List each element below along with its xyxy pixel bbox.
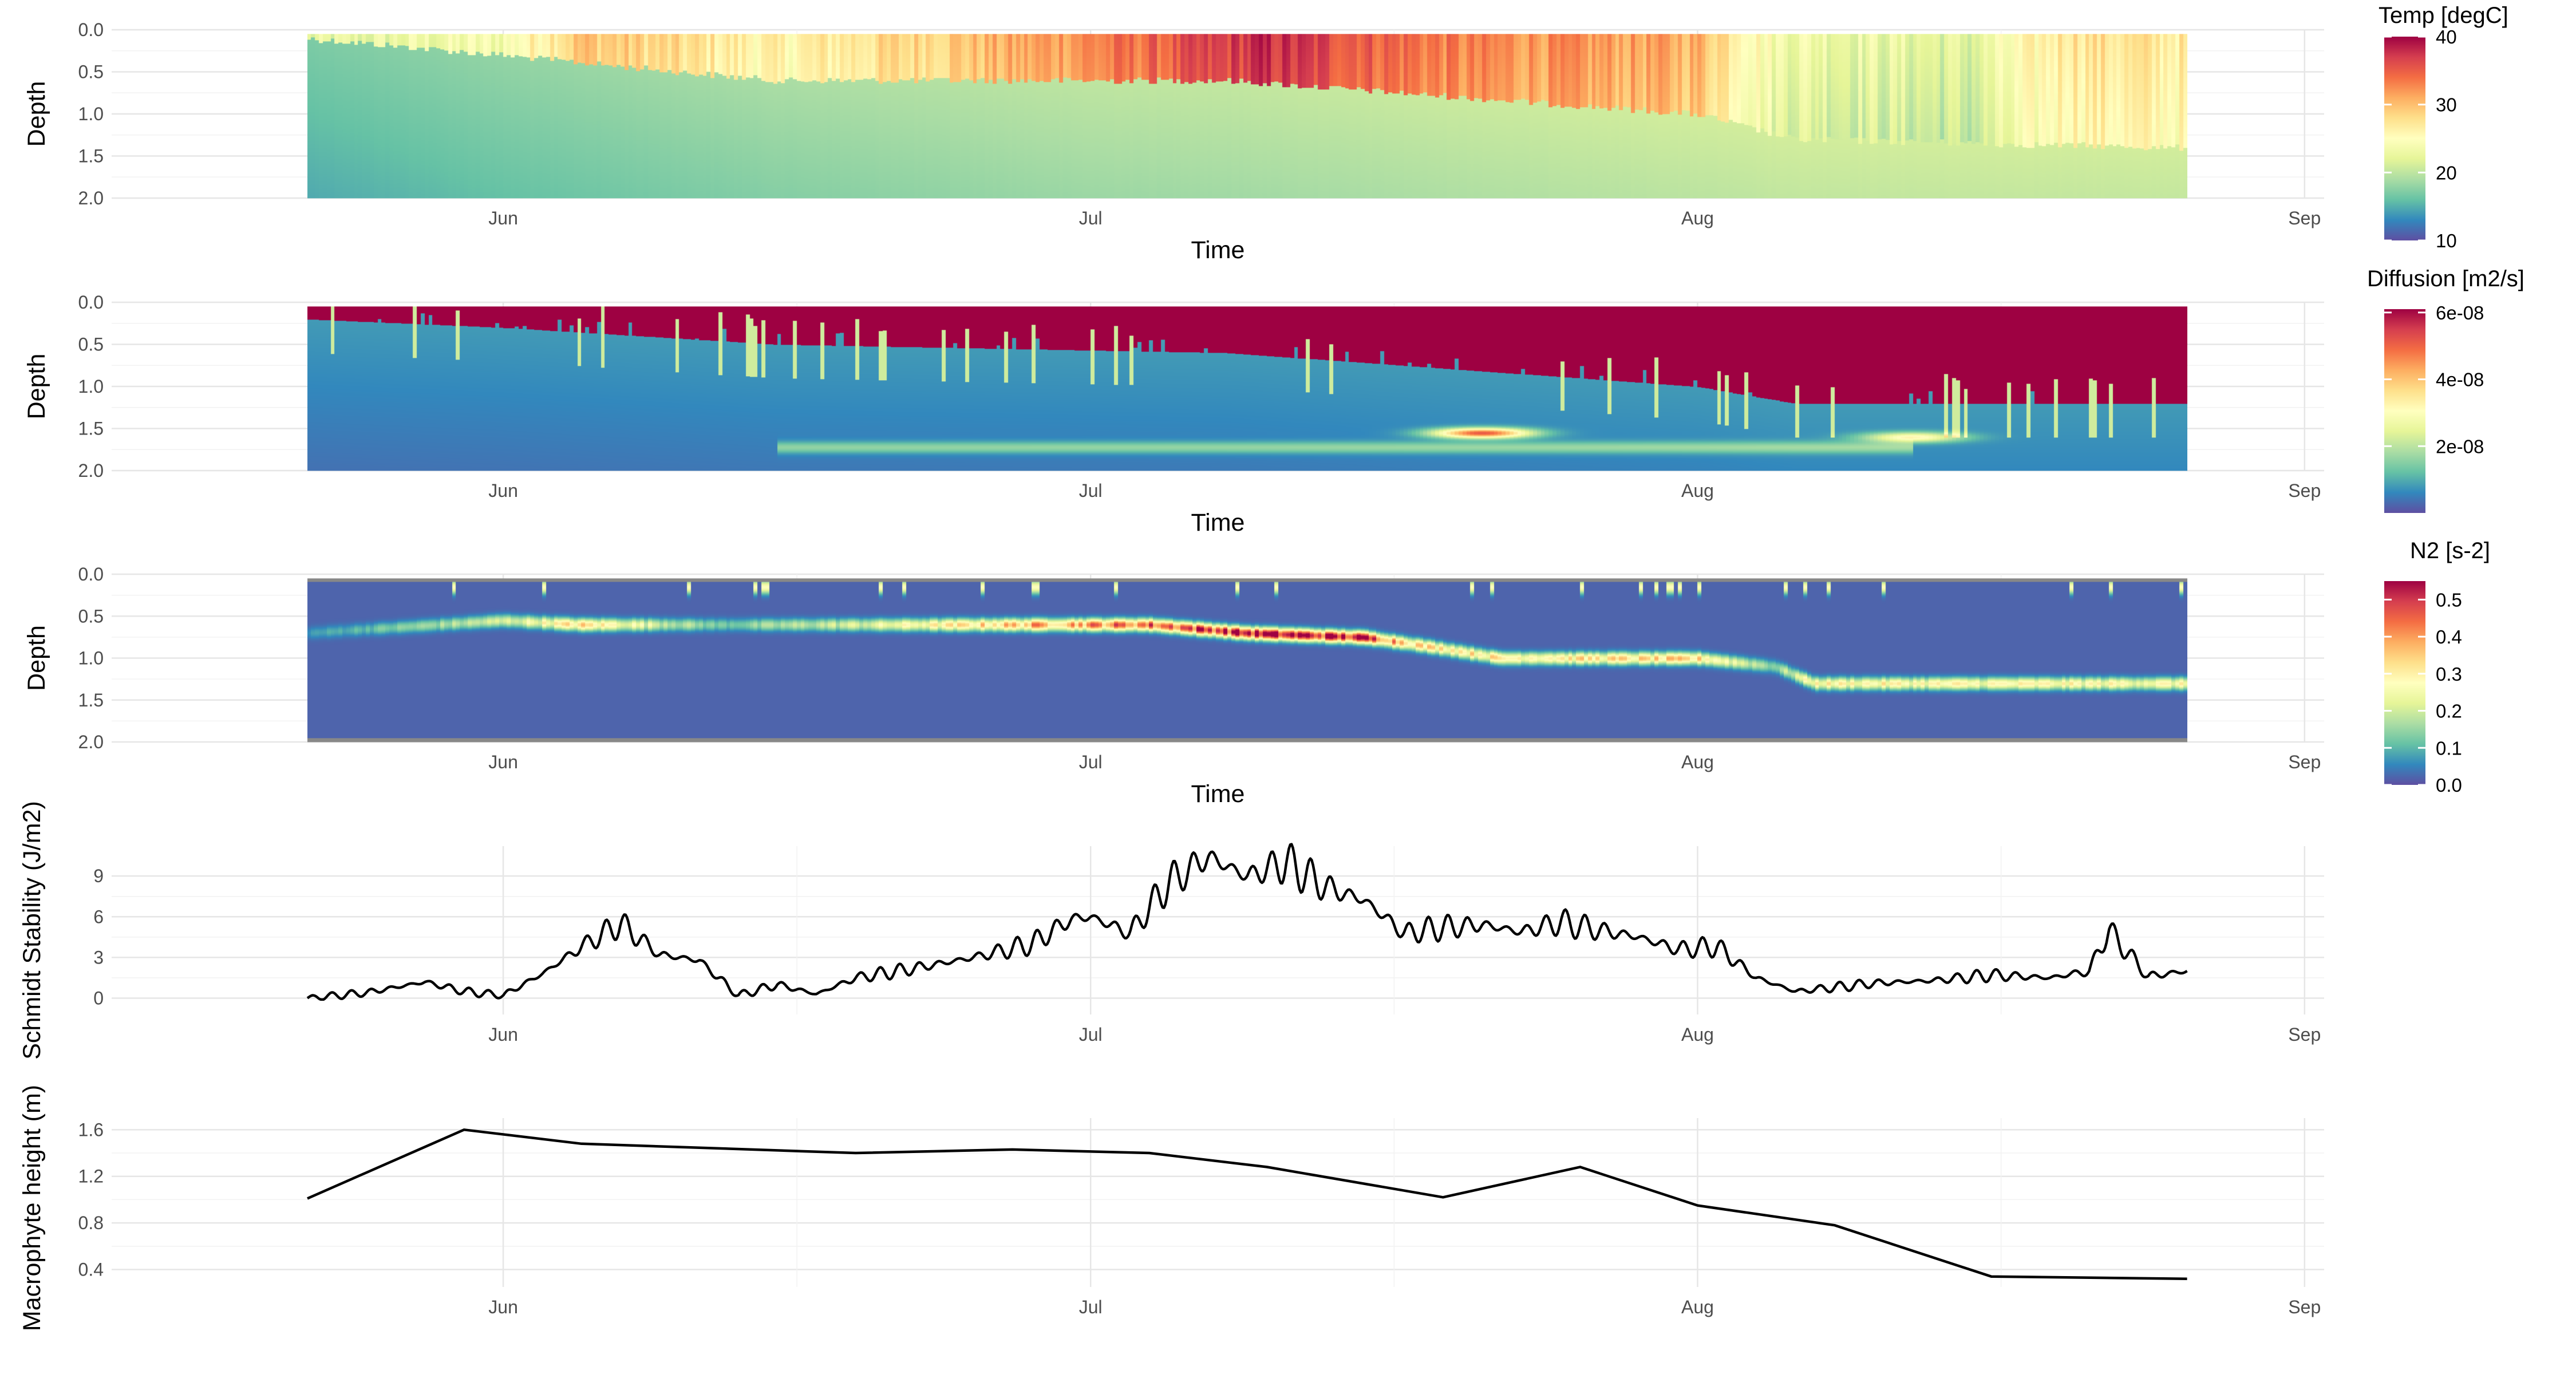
y-tick-label: 0 [93,988,104,1009]
heatmap-cells [307,578,2188,743]
y-tick-label: 9 [93,866,104,886]
x-tick-label: Jul [1079,1024,1103,1045]
y-tick-label: 0.5 [78,62,104,82]
x-tick-label: Jul [1079,208,1103,228]
x-tick-label: Jun [488,1297,518,1317]
series-line [306,843,2188,1001]
panel-1: 0.0 0.5 1.0 1.5 2.0 Jun Jul Aug Sep Time Depth Temp… [23,3,2508,264]
y-tick-label: 1.0 [78,376,104,397]
y-tick-label: 0.5 [78,334,104,355]
legend-tick-label: 20 [2436,162,2457,183]
heatmap-cells [307,306,2188,471]
y-tick-label: 0.5 [78,606,104,626]
y-axis-title-macrophyte: Macrophyte height (m) [18,1085,46,1331]
y-tick-label: 1.6 [78,1119,104,1140]
y-axis-title: Depth [23,81,50,147]
y-tick-label: 6 [93,906,104,927]
heatmap-cells [307,34,2188,199]
x-tick-label: Jul [1079,480,1103,501]
y-tick-label: 0.0 [78,19,104,40]
legend-tick-label: 10 [2436,230,2457,251]
panel-4: 0 3 6 9 Jun Jul Aug Sep [93,843,2324,1045]
colorbar-legend: Temp [degC]40 30 20 10 [2379,3,2508,251]
legend-tick-label: 4e-08 [2436,369,2484,390]
colorbar [2384,581,2425,785]
panel-3: 0.0 0.5 1.0 1.5 2.0 Jun Jul Aug Sep Time Depth N2 [… [23,538,2490,808]
legend-tick-label: 0.1 [2436,737,2462,759]
x-tick-label: Sep [2288,1297,2321,1317]
y-tick-label: 0.8 [78,1213,104,1233]
x-axis-title: Time [1191,236,1245,264]
x-tick-label: Sep [2288,752,2321,772]
x-tick-label: Aug [1681,1024,1714,1045]
y-tick-label: 1.5 [78,690,104,710]
y-tick-label: 1.0 [78,648,104,669]
legend-tick-label: 2e-08 [2436,436,2484,457]
x-tick-label: Sep [2288,1024,2321,1045]
x-tick-label: Aug [1681,752,1714,772]
y-tick-label: 1.5 [78,146,104,167]
x-tick-label: Aug [1681,1297,1714,1317]
x-tick-label: Jun [488,752,518,772]
colorbar-legend: Diffusion [m2/s] 6e-08 4e-08 2e-08 [2367,266,2524,513]
y-tick-label: 1.0 [78,104,104,124]
y-tick-label: 0.4 [78,1259,104,1280]
x-tick-label: Jul [1079,1297,1103,1317]
panels: 0.0 0.5 1.0 1.5 2.0 Jun Jul Aug Sep Time Depth Temp… [18,3,2524,1331]
y-tick-label: 0.0 [78,564,104,585]
legend-tick-label: 0.5 [2436,589,2462,610]
x-tick-label: Aug [1681,208,1714,228]
legend-tick-label: 0.3 [2436,664,2462,685]
series-line [307,1128,2187,1281]
x-tick-label: Jul [1079,752,1103,772]
y-tick-label: 2.0 [78,188,104,208]
colorbar [2384,37,2425,240]
x-tick-label: Jun [488,1024,518,1045]
legend-tick-label: 0.0 [2436,775,2462,796]
legend-tick-label: 6e-08 [2436,302,2484,323]
x-tick-label: Sep [2288,208,2321,228]
y-axis-title: Depth [23,354,50,420]
panel-2: 0.0 0.5 1.0 1.5 2.0 Jun Jul Aug Sep Time Depth Diff… [23,266,2524,536]
legend-tick-label: 0.4 [2436,626,2462,647]
colorbar-legend: N2 [s-2] 0.5 0.4 0.3 0.2 0.1 0.0 [2384,538,2490,796]
x-tick-label: Aug [1681,480,1714,501]
x-tick-label: Jun [488,208,518,228]
x-tick-label: Jun [488,480,518,501]
legend-title: Temp [degC] [2379,3,2508,28]
legend-tick-label: 30 [2436,94,2457,116]
panel-5: 0.4 0.8 1.2 1.6 Jun Jul Aug Sep [78,1118,2324,1317]
x-axis-title: Time [1191,509,1245,536]
y-tick-label: 1.2 [78,1166,104,1187]
legend-title: N2 [s-2] [2410,538,2490,563]
legend-title: Diffusion [m2/s] [2367,266,2524,291]
x-tick-label: Sep [2288,480,2321,501]
y-tick-label: 1.5 [78,418,104,439]
y-tick-label: 3 [93,947,104,968]
legend-tick-label: 40 [2436,26,2457,48]
y-tick-label: 2.0 [78,460,104,481]
x-axis-title: Time [1191,780,1245,808]
y-axis-title: Depth [23,625,50,691]
y-tick-label: 2.0 [78,732,104,752]
y-axis-title-schmidt: Schmidt Stability (J/m2) [18,801,46,1060]
legend-tick-label: 0.2 [2436,701,2462,722]
colorbar [2384,309,2425,513]
y-tick-label: 0.0 [78,292,104,313]
